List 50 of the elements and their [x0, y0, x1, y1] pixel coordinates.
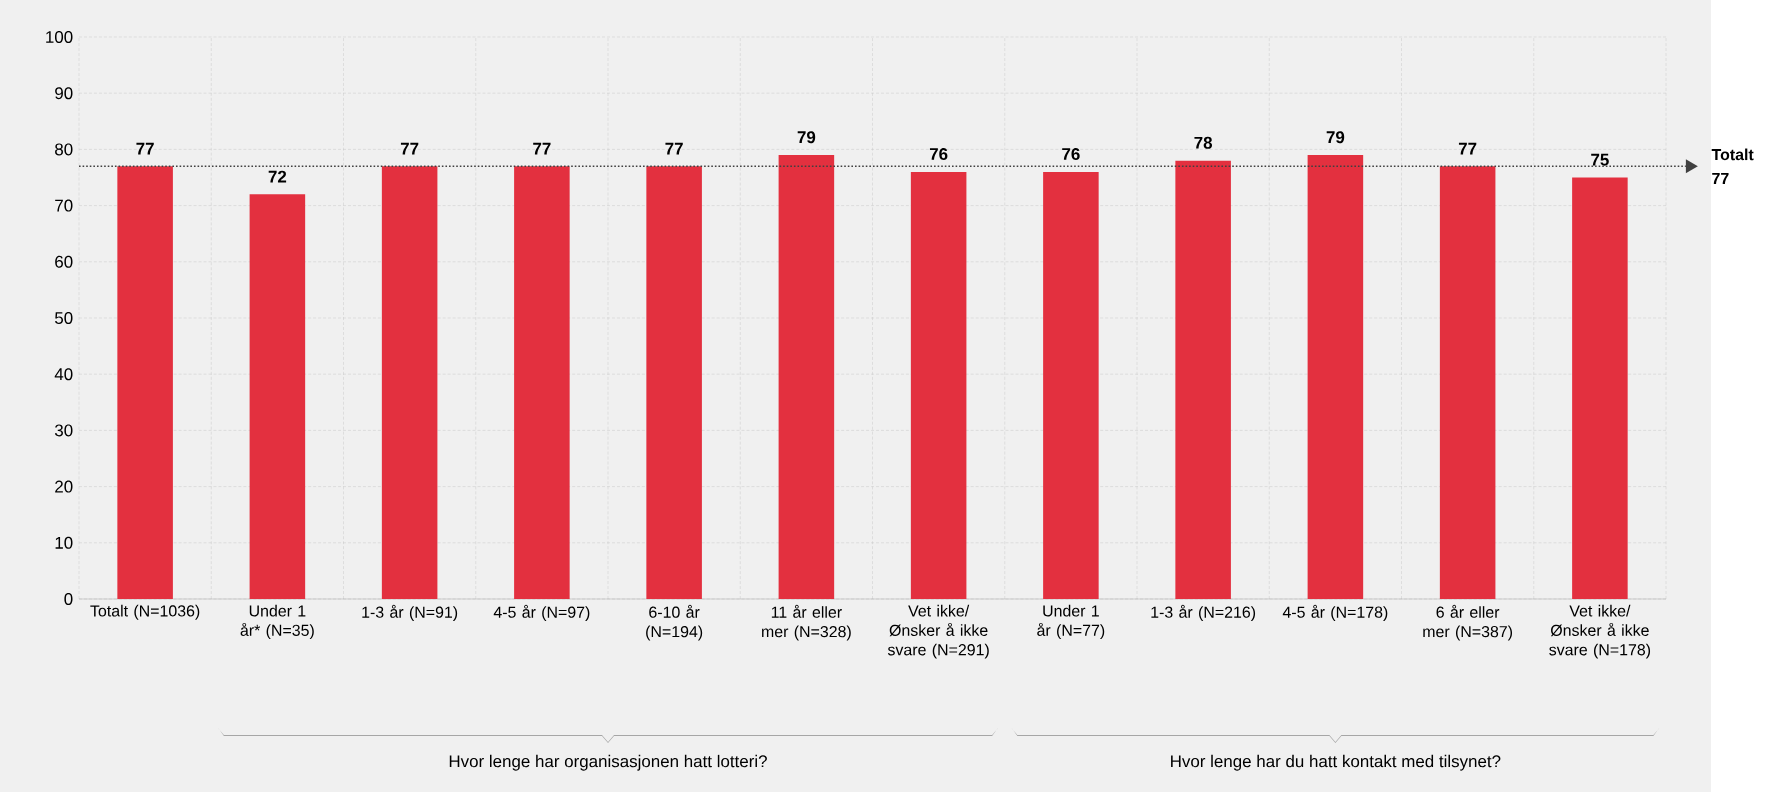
data-label: 77	[665, 142, 683, 155]
data-label: 78	[1194, 136, 1213, 149]
text: Hvor lenge har du hatt kontakt med tilsynet?	[1171, 754, 1501, 771]
y-tick-label: 60	[55, 255, 73, 268]
x-tick-label: 6-10 år (N=194)	[646, 604, 703, 641]
data-label: 77	[1458, 142, 1477, 155]
bar	[1439, 166, 1496, 599]
data-label: 79	[797, 131, 816, 144]
y-tick-label: 40	[54, 368, 73, 381]
x-tick-label: Vet ikke/ Ønsker å ikke svare (N=291)	[887, 604, 989, 659]
bar	[117, 166, 173, 599]
data-label: 75	[1591, 153, 1609, 166]
bar	[1043, 171, 1099, 599]
data-label: 77	[136, 142, 154, 155]
x-tick-label: Under 1 år (N=77)	[1037, 604, 1105, 640]
y-tick-label: 90	[55, 87, 73, 100]
bar	[910, 171, 967, 599]
bar	[1572, 177, 1628, 599]
bar	[646, 166, 702, 599]
x-tick-label: 6 år eller mer (N=387)	[1423, 604, 1513, 641]
bar	[1307, 155, 1364, 599]
x-tick-label: 4-5 år (N=97)	[493, 604, 590, 621]
y-tick-label: 30	[54, 424, 73, 437]
data-label: 76	[1062, 148, 1080, 161]
text: Hvor lenge har organisasjonen hatt lotteri?	[449, 754, 767, 771]
x-tick-label: Vet ikke/ Ønsker å ikke svare (N=178)	[1549, 604, 1651, 659]
bar	[514, 166, 570, 599]
bar	[778, 155, 835, 599]
y-tick-label: 80	[55, 143, 73, 156]
data-label: 77	[533, 142, 551, 155]
x-tick-label: 4-5 år (N=178)	[1282, 604, 1388, 621]
x-tick-label: Totalt (N=1036)	[90, 604, 200, 620]
y-tick-label: 20	[55, 480, 73, 493]
data-label: 76	[929, 148, 948, 161]
ref-line-label: Totalt 77	[1711, 148, 1754, 184]
x-tick-label: Under 1 år* (N=35)	[240, 604, 314, 640]
x-tick-label: 11 år eller mer (N=328)	[762, 604, 851, 641]
data-label: 79	[1326, 131, 1345, 144]
y-tick-label: 0	[64, 593, 73, 605]
y-tick-label: 100	[46, 30, 73, 43]
y-tick-label: 50	[54, 312, 73, 324]
bar	[1175, 160, 1231, 599]
y-tick-label: 70	[55, 199, 73, 212]
x-tick-label: 1-3 år (N=91)	[362, 604, 458, 621]
bar	[249, 194, 306, 599]
data-label: 72	[268, 170, 287, 183]
y-tick-label: 10	[55, 536, 73, 549]
bar	[381, 166, 438, 599]
data-label: 77	[400, 142, 419, 155]
x-tick-label: 1-3 år (N=216)	[1151, 604, 1256, 621]
